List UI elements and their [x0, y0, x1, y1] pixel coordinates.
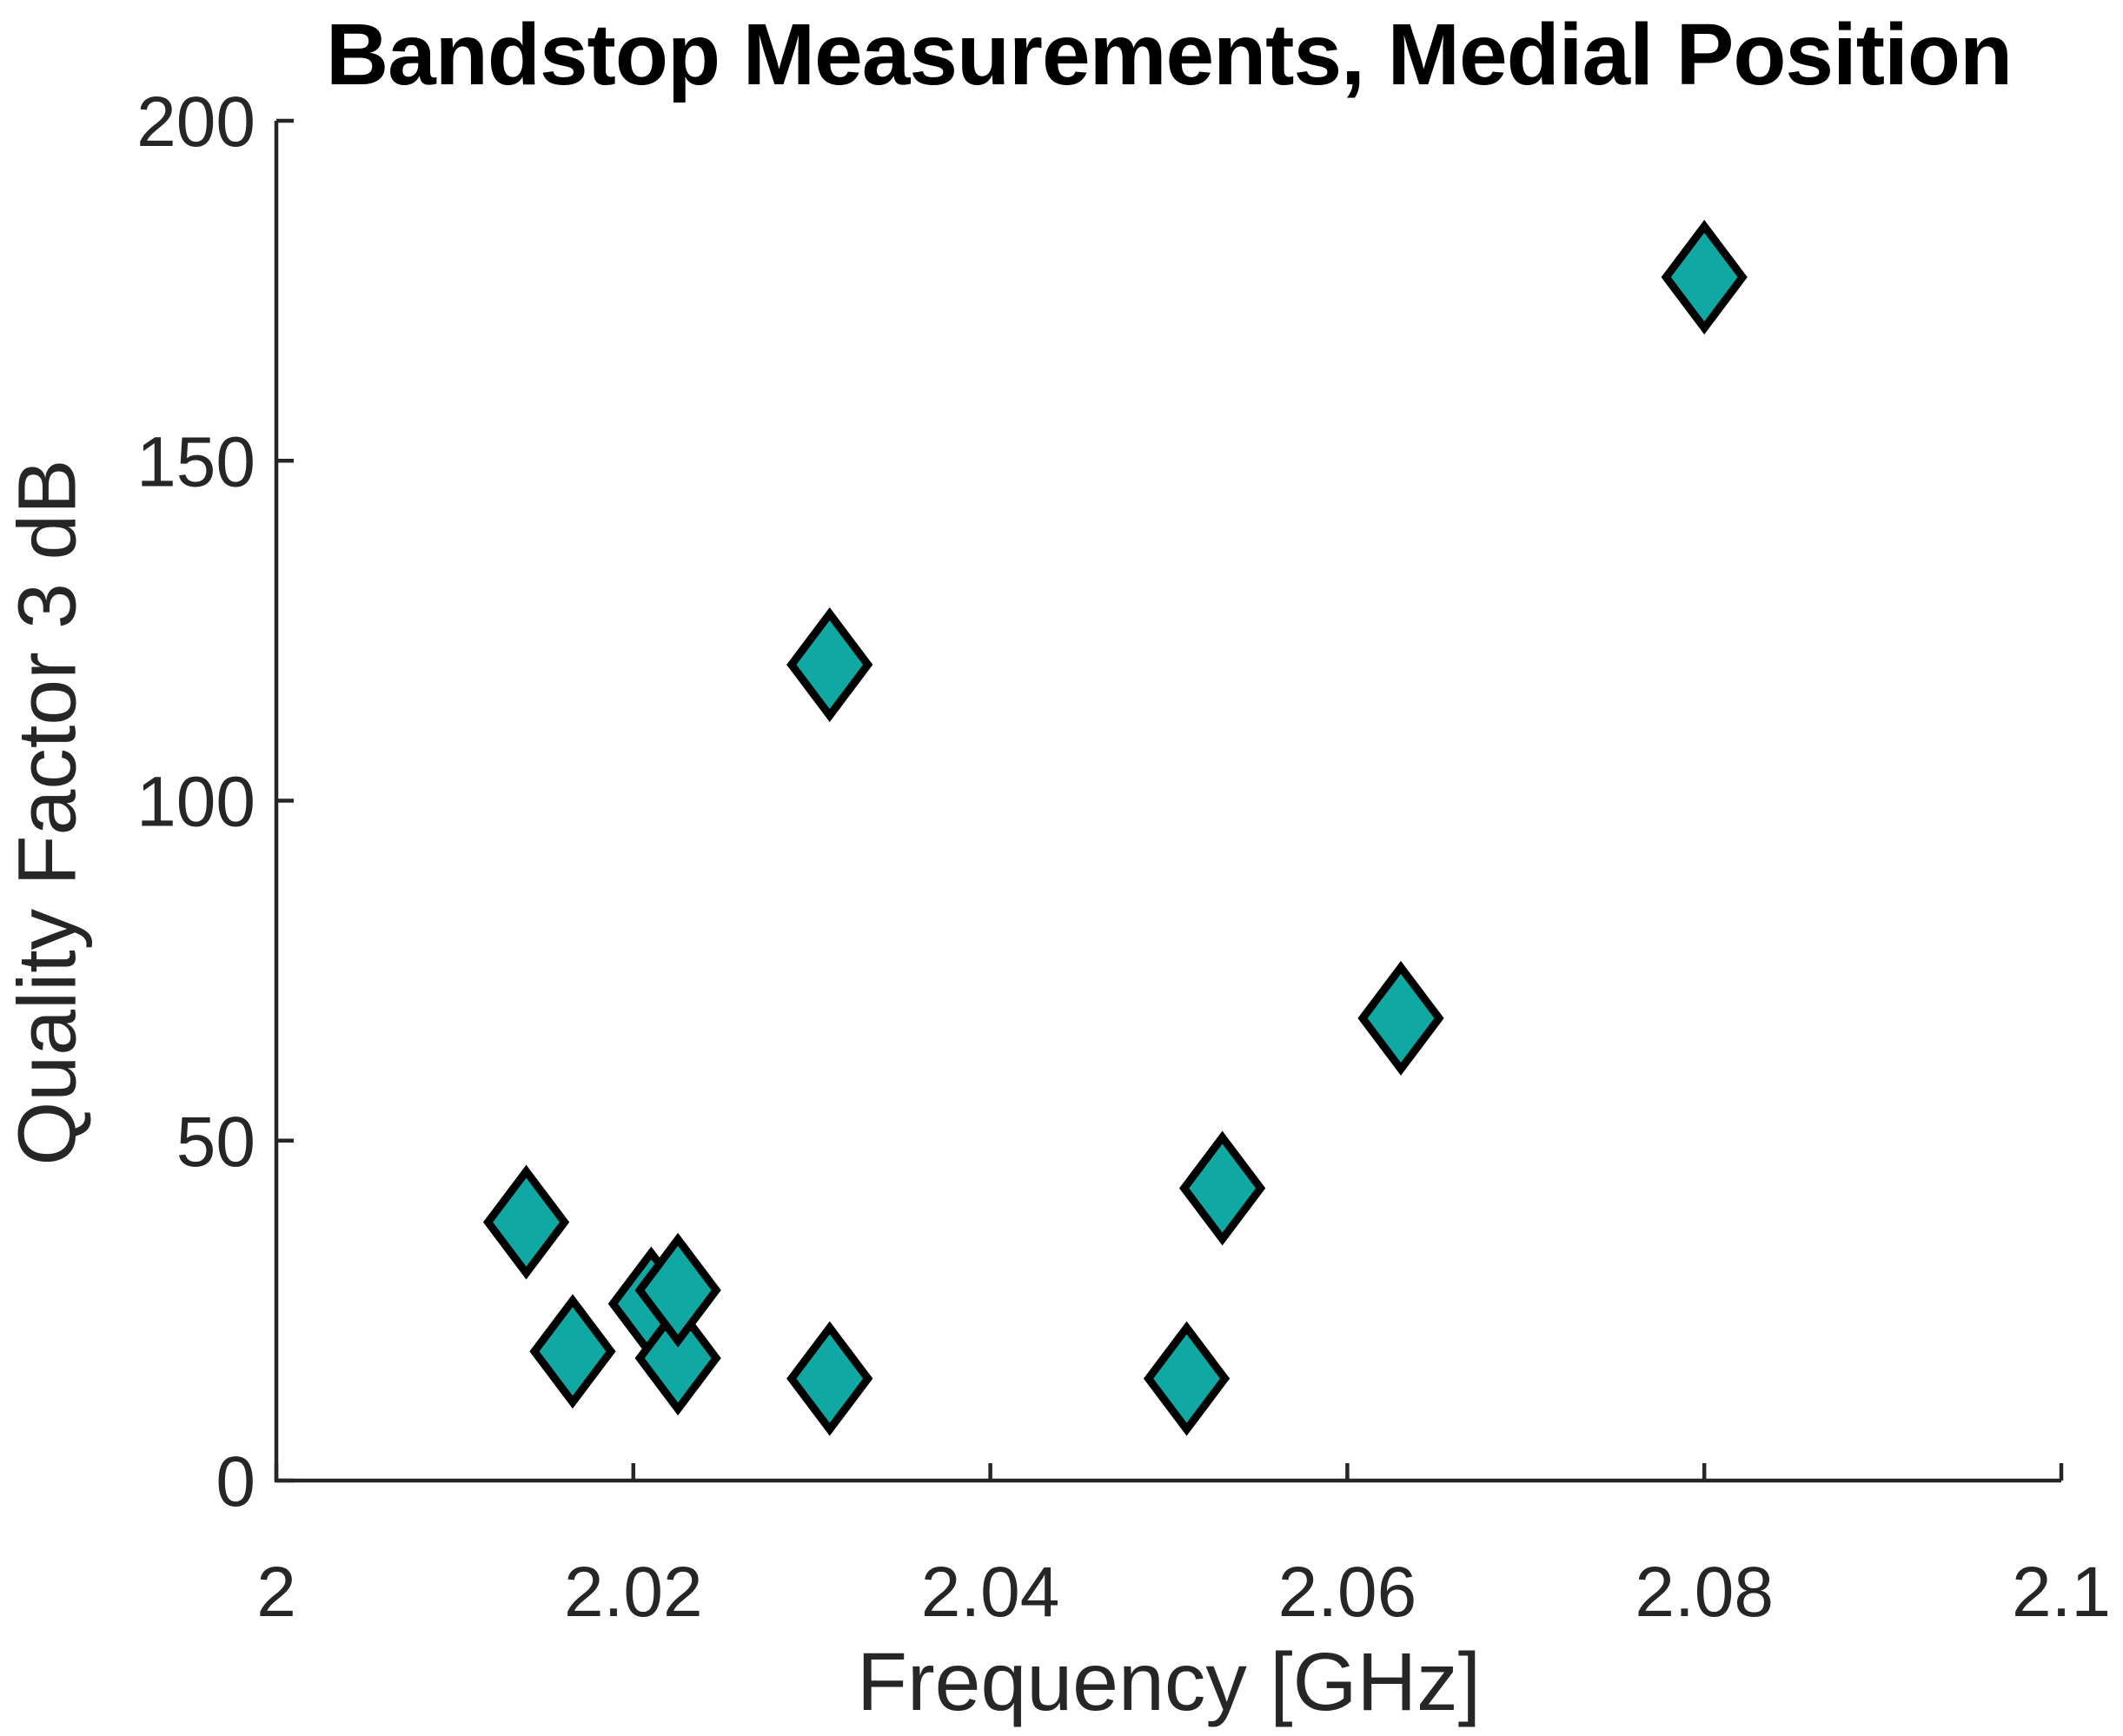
- x-tick-label: 2.08: [1635, 1553, 1774, 1632]
- data-point-diamond: [634, 1232, 721, 1348]
- data-point-diamond: [1661, 219, 1748, 335]
- y-tick-label: 200: [136, 83, 255, 162]
- x-tick-label: 2.02: [564, 1553, 703, 1632]
- data-point-diamond: [1357, 960, 1444, 1076]
- x-tick-label: 2.04: [921, 1553, 1060, 1632]
- y-tick-label: 0: [216, 1442, 255, 1521]
- x-tick-label: 2.06: [1278, 1553, 1417, 1632]
- y-tick-label: 50: [176, 1103, 255, 1182]
- data-point-diamond: [1178, 1130, 1266, 1246]
- data-point-diamond: [634, 1301, 721, 1416]
- x-tick-label: 2: [256, 1553, 296, 1632]
- data-point-diamond: [482, 1164, 570, 1280]
- axis-spines: [274, 121, 2061, 1483]
- data-point-diamond: [786, 1321, 873, 1436]
- y-tick-label: 150: [136, 422, 255, 501]
- data-point-diamond: [1143, 1321, 1231, 1436]
- data-point-diamond: [786, 607, 873, 722]
- y-tick-label: 100: [136, 763, 255, 842]
- chart-title: Bandstop Measurements, Medial Position: [325, 6, 2013, 103]
- x-tick-label: 2.1: [2012, 1553, 2111, 1632]
- data-point-diamond: [529, 1294, 616, 1409]
- x-axis-label: Frequency [GHz]: [856, 1636, 1482, 1728]
